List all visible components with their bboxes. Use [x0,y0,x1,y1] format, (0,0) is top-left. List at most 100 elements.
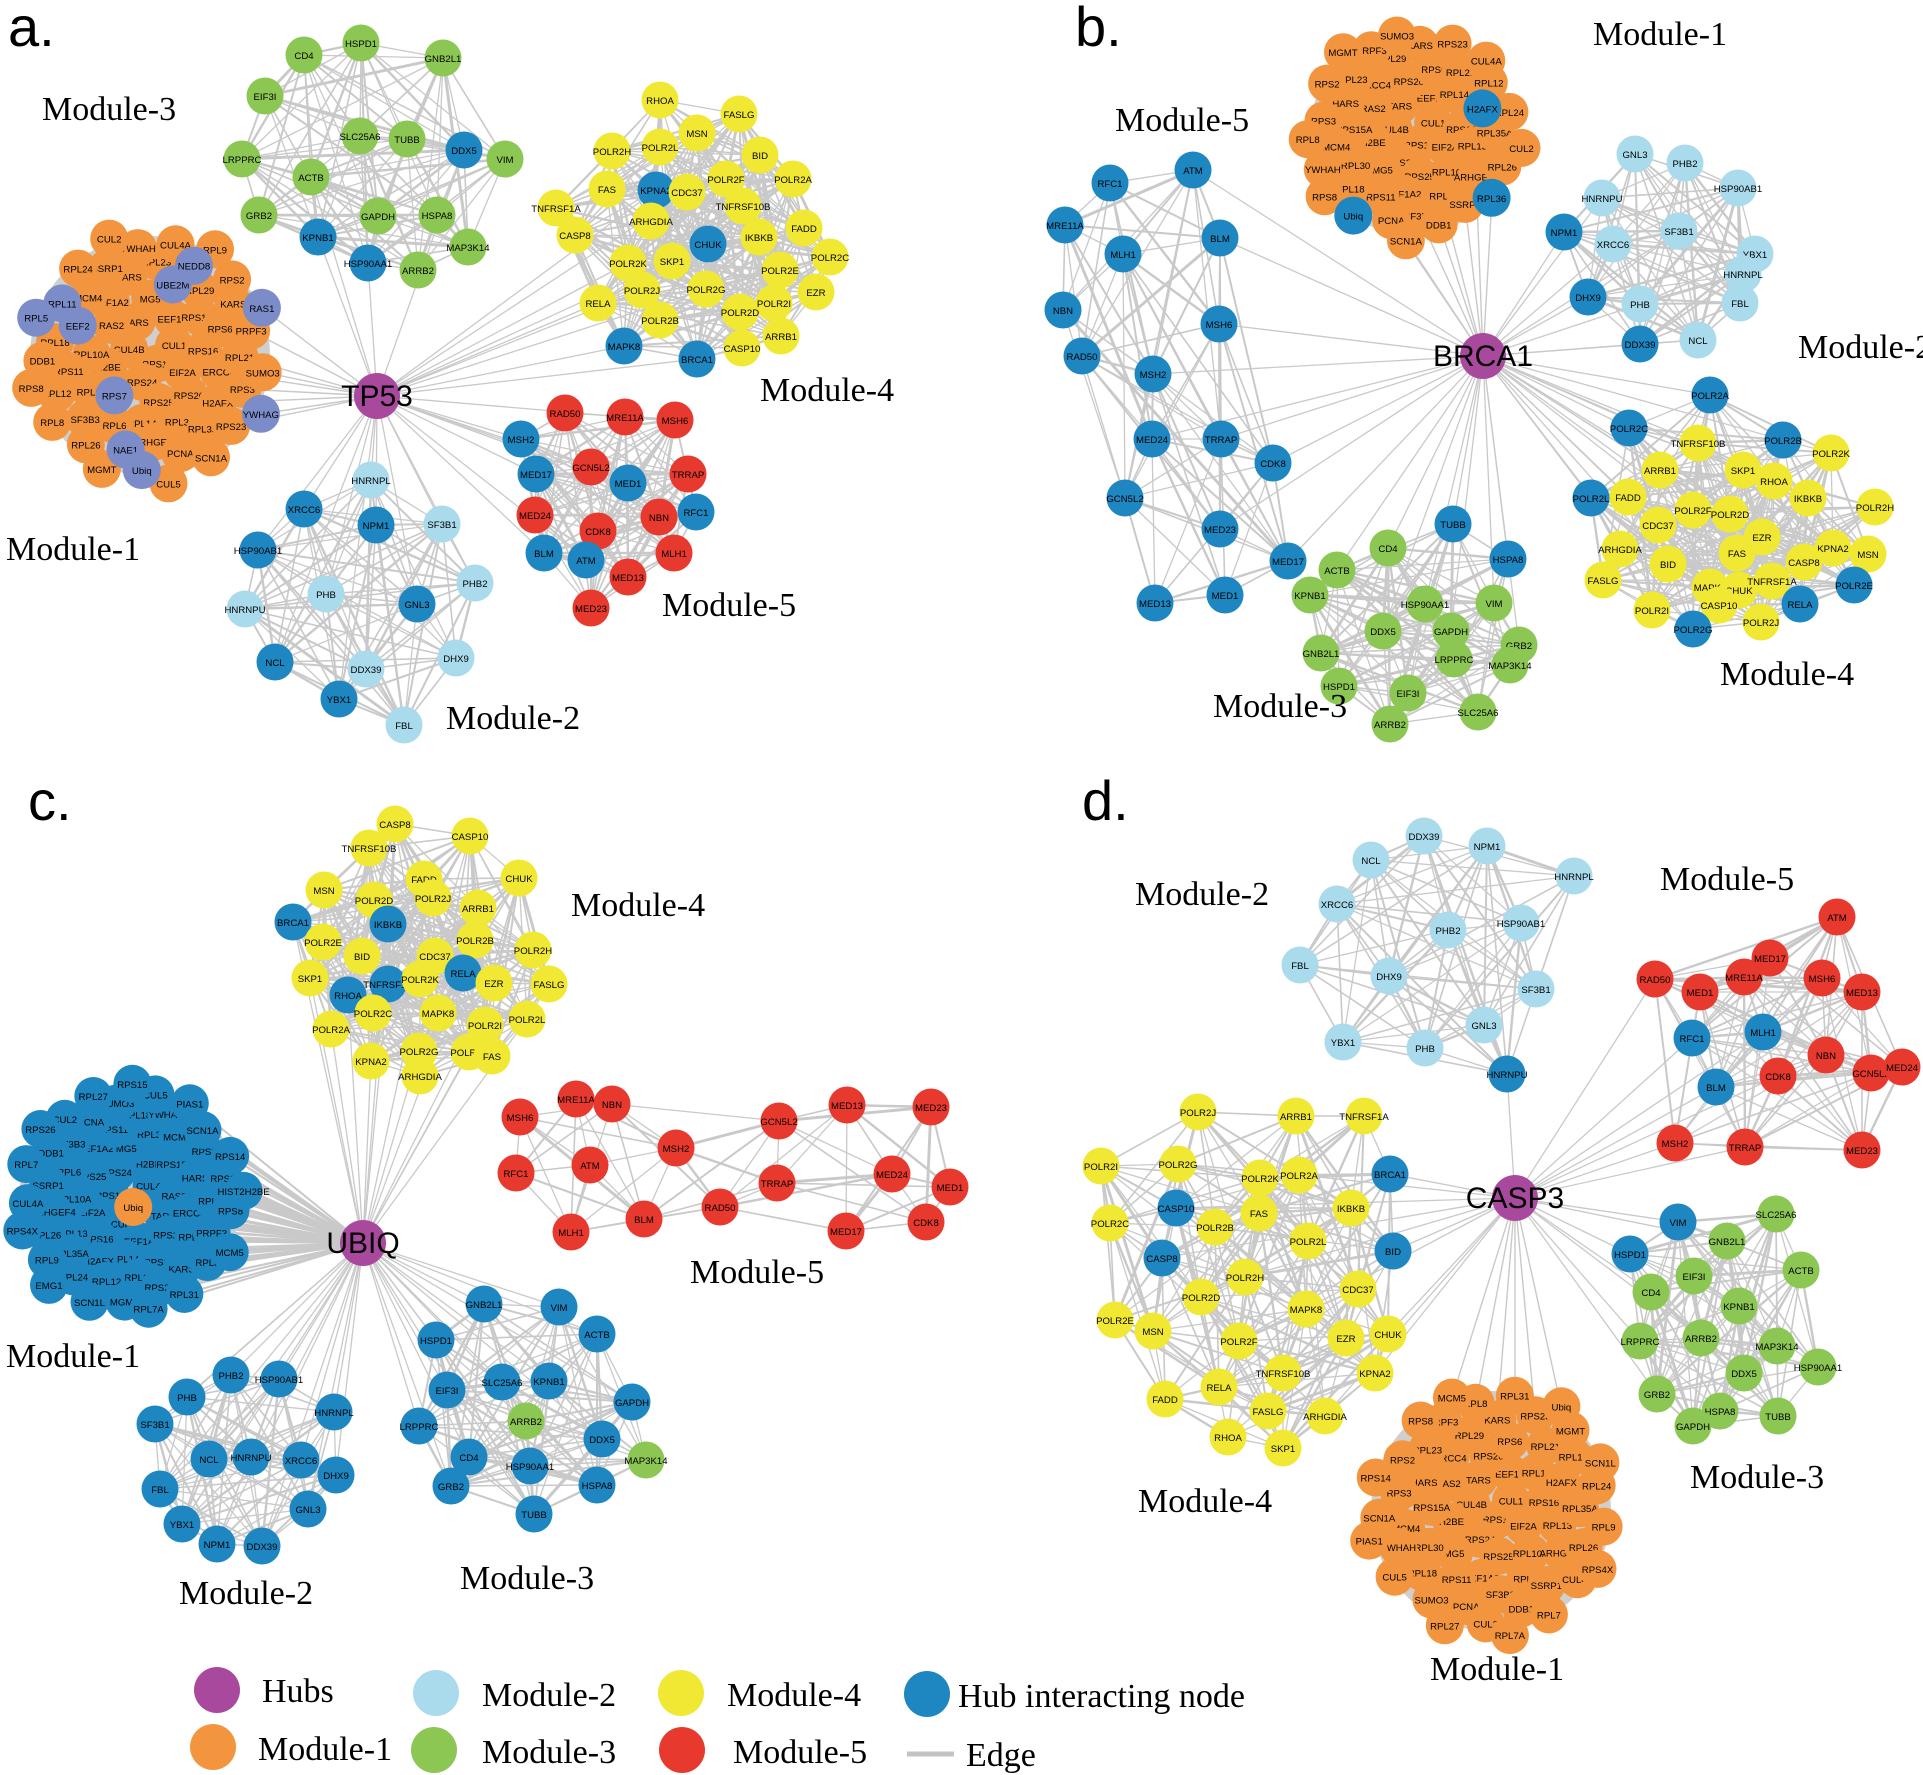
svg-text:POLR2B: POLR2B [1764,436,1802,447]
svg-text:POLR2B: POLR2B [641,316,679,327]
svg-text:MRE11A: MRE11A [1725,973,1763,984]
svg-text:PCNA: PCNA [167,449,194,460]
svg-text:POLR2G: POLR2G [400,1047,439,1058]
svg-text:CUL4A: CUL4A [1471,57,1503,68]
svg-text:CASP10: CASP10 [1701,601,1738,612]
svg-text:PRPF3: PRPF3 [1356,46,1387,57]
svg-text:MLH1: MLH1 [1750,1028,1776,1039]
svg-text:SF3B3: SF3B3 [71,415,100,426]
svg-text:c.: c. [28,769,72,832]
svg-text:RPS15A: RPS15A [181,313,218,324]
svg-text:RPL6: RPL6 [103,421,127,432]
svg-text:CASP8: CASP8 [379,820,410,831]
svg-text:DDX39: DDX39 [351,665,382,676]
svg-text:HSPD1: HSPD1 [420,1336,452,1347]
svg-text:Module-1: Module-1 [6,1338,140,1375]
svg-text:RAD50: RAD50 [1640,975,1671,986]
svg-text:RPL14: RPL14 [1522,1468,1552,1479]
svg-text:GNL3: GNL3 [404,600,429,611]
svg-text:RELA: RELA [1206,1383,1232,1394]
svg-text:RPL21: RPL21 [124,1273,153,1284]
svg-text:GCN5L2: GCN5L2 [572,463,609,474]
svg-text:ATM: ATM [1183,166,1203,177]
svg-text:POLR2J: POLR2J [415,894,451,905]
svg-text:POLR2F: POLR2F [1674,506,1711,517]
svg-text:DDX39: DDX39 [1409,832,1440,843]
svg-text:ARHGDIA: ARHGDIA [1598,545,1642,556]
svg-text:MRE11A: MRE11A [606,413,644,424]
svg-text:Module-5: Module-5 [733,1734,867,1771]
svg-text:Module-4: Module-4 [571,887,705,924]
svg-text:RPS14: RPS14 [1360,1474,1391,1485]
svg-text:IKBKB: IKBKB [1794,494,1822,505]
svg-text:RPL18: RPL18 [40,338,69,349]
svg-text:HSPA8: HSPA8 [1493,555,1524,566]
svg-text:HARS: HARS [115,273,142,284]
svg-text:SLC25A6: SLC25A6 [1457,708,1498,719]
svg-text:TNFRSF1A: TNFRSF1A [363,980,413,991]
svg-text:Hub interacting node: Hub interacting node [958,1678,1245,1715]
svg-text:CUL4B: CUL4B [136,1182,167,1193]
svg-text:EZR: EZR [484,979,503,990]
svg-text:RPS26: RPS26 [25,1125,55,1136]
svg-text:Module-1: Module-1 [6,531,140,568]
svg-text:NBN: NBN [602,1100,622,1111]
svg-text:GNB2L1: GNB2L1 [425,54,462,65]
svg-text:DDB1: DDB1 [30,357,56,368]
svg-text:HSP90AA1: HSP90AA1 [506,1462,555,1473]
svg-text:PRPF3: PRPF3 [196,1228,227,1239]
svg-text:H2AFX: H2AFX [202,399,234,410]
svg-text:RPL6: RPL6 [57,1168,81,1179]
svg-text:SUMO3: SUMO3 [246,368,280,379]
svg-text:SKP1: SKP1 [1731,466,1756,477]
svg-text:BLM: BLM [1210,234,1230,245]
svg-text:DDB1: DDB1 [1509,1605,1535,1616]
svg-text:NPM1: NPM1 [363,521,390,532]
svg-text:RPS23: RPS23 [144,1283,174,1294]
svg-text:POLR2F: POLR2F [1220,1337,1257,1348]
svg-text:RPS15A: RPS15A [156,1160,193,1171]
svg-text:POLR2C: POLR2C [811,253,849,264]
svg-text:ARRB1: ARRB1 [1280,1112,1312,1123]
svg-text:EEF1A: EEF1A [1495,1470,1526,1481]
svg-text:TNFRSF1A: TNFRSF1A [1339,1112,1389,1123]
svg-text:Module-5: Module-5 [1115,102,1249,139]
svg-text:HARS: HARS [1332,99,1359,110]
svg-text:RPS3: RPS3 [1311,117,1336,128]
svg-text:Module-2: Module-2 [1135,876,1269,913]
svg-text:RPL21: RPL21 [1446,68,1475,79]
svg-text:KARS: KARS [220,299,246,310]
svg-text:Ubiq: Ubiq [123,1203,143,1214]
svg-text:PHB: PHB [1630,300,1650,311]
svg-text:RPL13: RPL13 [1458,142,1487,153]
svg-text:MSH6: MSH6 [1206,320,1233,331]
svg-text:YBX1: YBX1 [170,1520,195,1531]
svg-text:SF3B3: SF3B3 [56,1140,85,1151]
svg-text:HSP90AB1: HSP90AB1 [1714,184,1763,195]
svg-text:RPS14: RPS14 [215,1152,246,1163]
svg-text:MED17: MED17 [830,1227,862,1238]
svg-text:RPL12: RPL12 [1474,79,1503,90]
svg-text:RPS15: RPS15 [117,1080,147,1091]
svg-text:TARS: TARS [1387,102,1412,113]
svg-text:Module-3: Module-3 [42,91,176,128]
svg-text:GRB2: GRB2 [1506,641,1532,652]
svg-text:BID: BID [354,952,370,963]
svg-text:PRPF3: PRPF3 [236,327,267,338]
svg-text:MED24: MED24 [1136,435,1169,446]
svg-text:MED17: MED17 [520,470,552,481]
svg-text:H2BE: H2BE [1361,138,1386,149]
svg-text:HNRNPU: HNRNPU [1486,1070,1527,1081]
svg-text:POLR2D: POLR2D [1182,1293,1220,1304]
svg-text:POLR2I: POLR2I [468,1021,502,1032]
svg-text:RPS11: RPS11 [54,367,84,378]
svg-text:RPL36: RPL36 [1477,194,1506,205]
svg-text:RPL7: RPL7 [14,1160,38,1171]
svg-text:FBL: FBL [151,1485,169,1496]
svg-text:MG5: MG5 [140,295,161,306]
svg-text:BID: BID [1660,560,1676,571]
svg-text:MGMT: MGMT [1556,1426,1585,1437]
svg-text:ARHGEF4: ARHGEF4 [30,1207,76,1218]
svg-text:RPL12: RPL12 [42,389,71,400]
svg-text:RPL35A: RPL35A [1562,1504,1598,1515]
